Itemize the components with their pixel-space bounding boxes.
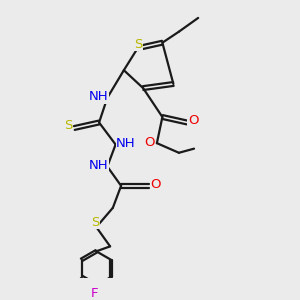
- Text: S: S: [134, 38, 142, 51]
- Text: S: S: [91, 216, 100, 229]
- Text: O: O: [150, 178, 161, 191]
- Text: NH: NH: [89, 90, 108, 103]
- Text: NH: NH: [116, 136, 136, 150]
- Text: NH: NH: [89, 159, 108, 172]
- Text: O: O: [144, 136, 154, 148]
- Text: S: S: [64, 119, 72, 132]
- Text: O: O: [188, 114, 199, 128]
- Text: F: F: [91, 287, 99, 300]
